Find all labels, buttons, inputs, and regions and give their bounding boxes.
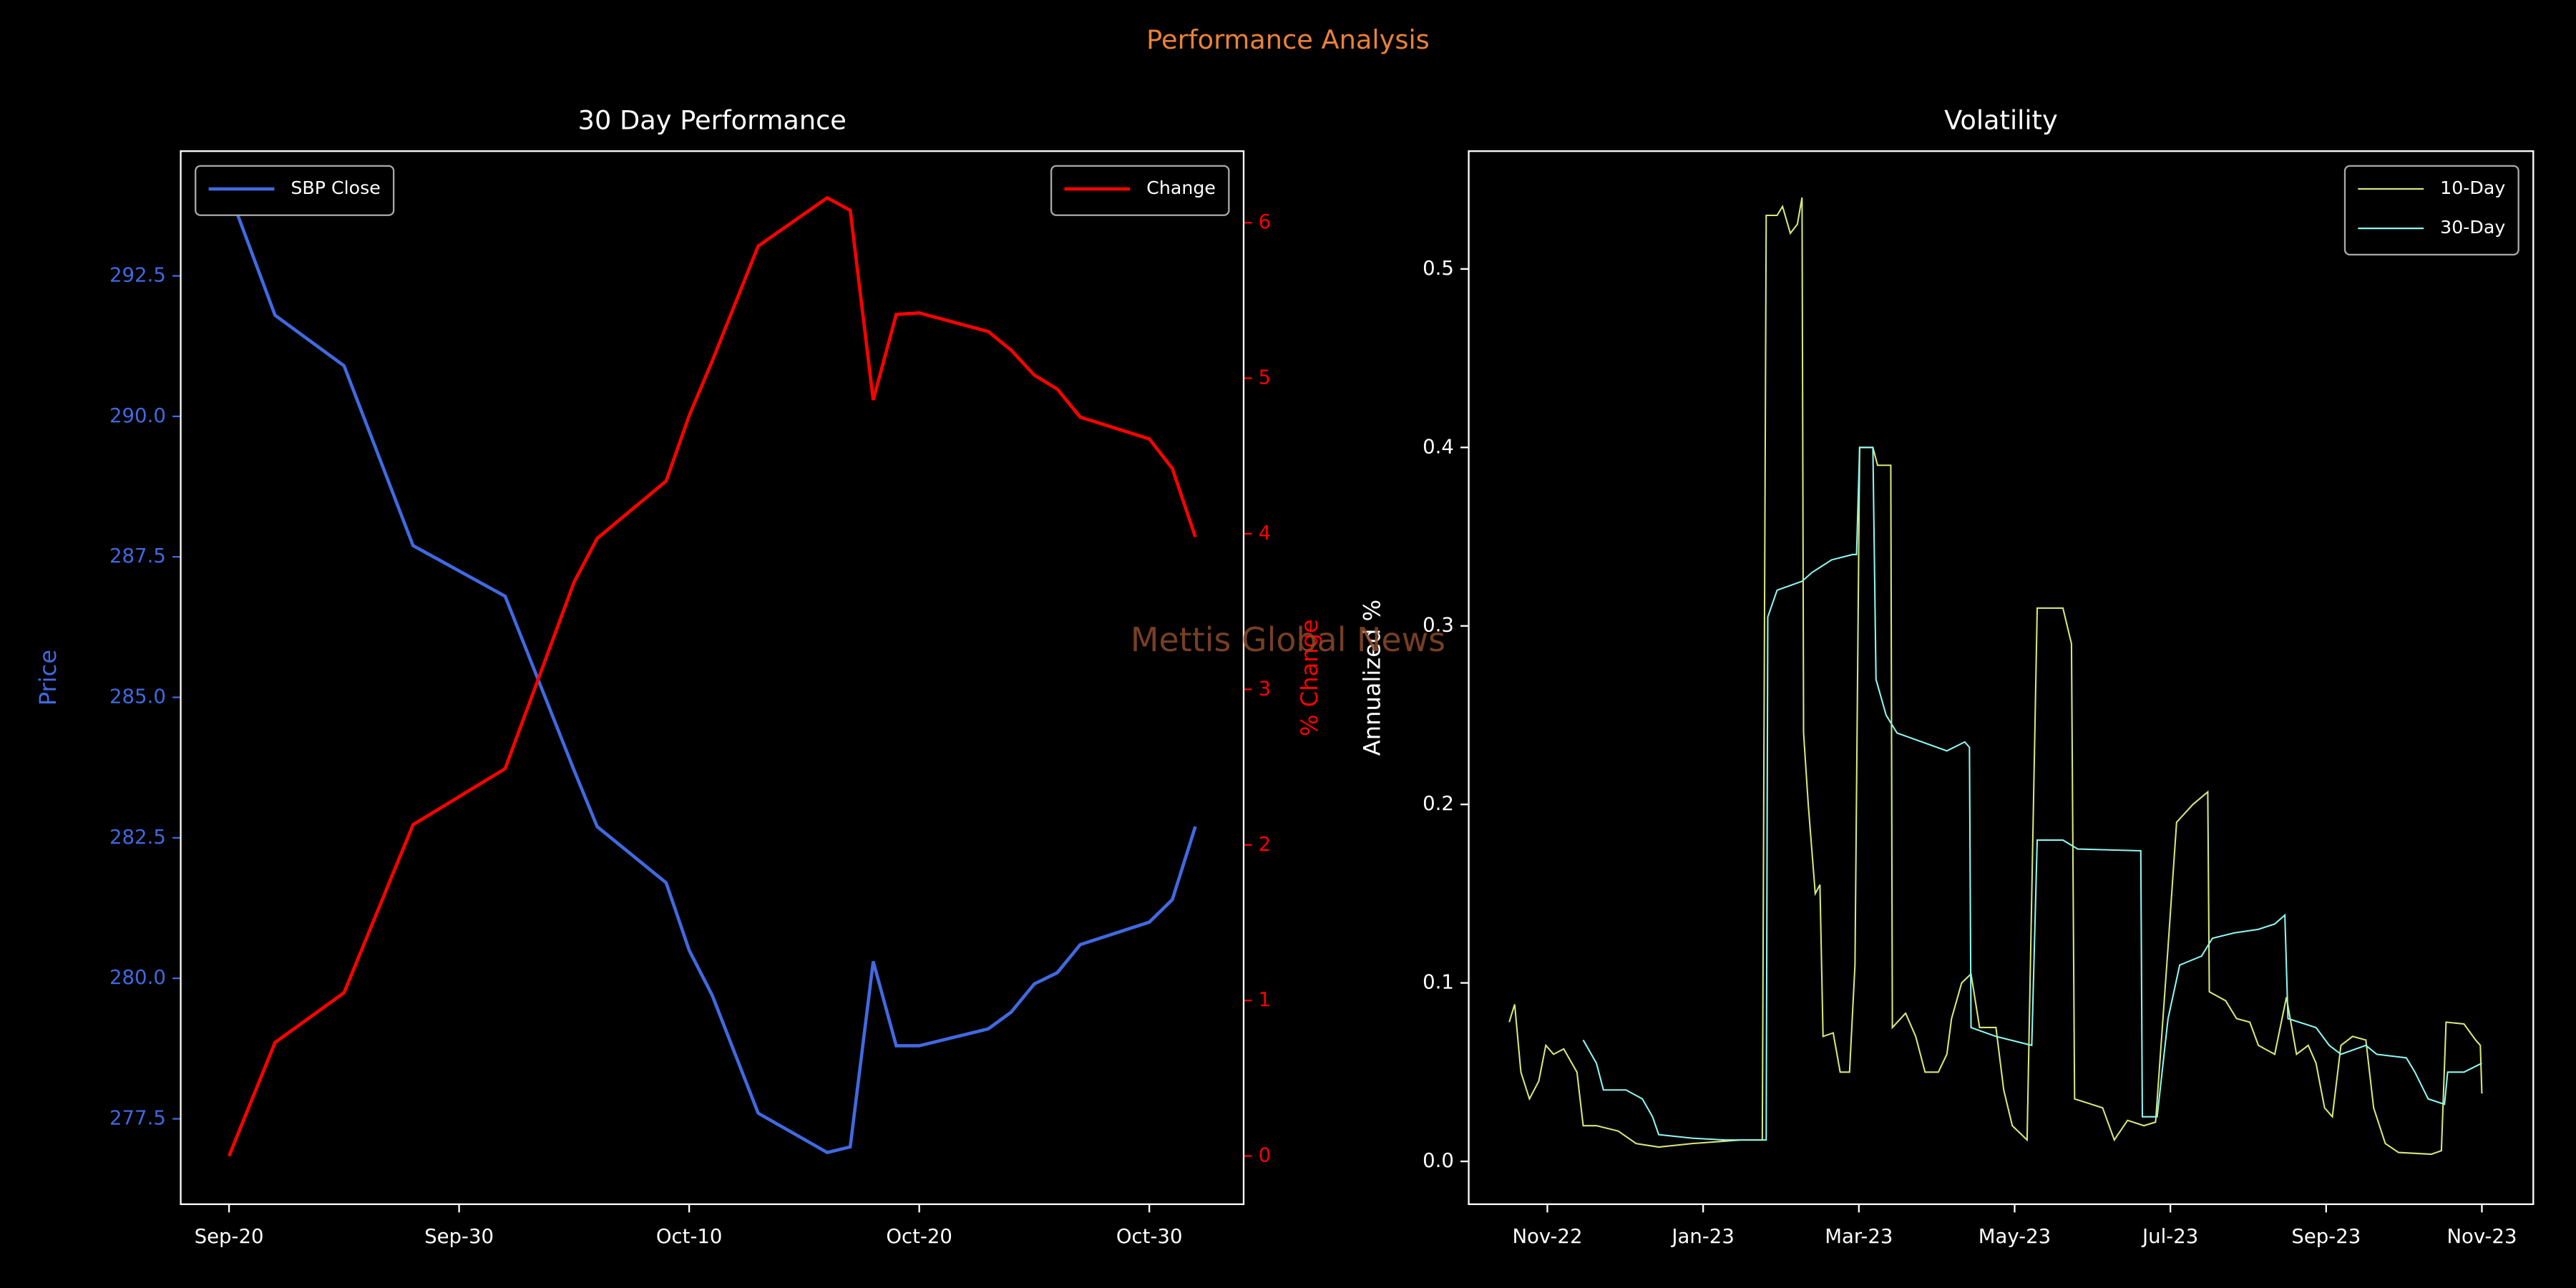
x-tick-label: Nov-23 (2446, 1225, 2517, 1248)
y-tick-label: 285.0 (109, 686, 166, 708)
y-tick-label: 292.5 (109, 264, 166, 287)
y-tick-label: 0.5 (1423, 257, 1454, 280)
legend-box (1050, 165, 1230, 216)
axes-frame (180, 150, 1245, 1206)
legend-label: SBP Close (291, 177, 380, 198)
legend-label: 10-Day (2440, 177, 2505, 198)
x-tick-label: Jan-23 (1670, 1225, 1734, 1248)
subplot-title: 30 Day Performance (578, 104, 847, 135)
series-line (227, 195, 1197, 1157)
x-tick-label: Oct-10 (656, 1225, 723, 1248)
y2-tick-label: 3 (1259, 677, 1272, 700)
y2-tick-label: 4 (1259, 522, 1272, 545)
watermark: Mettis Global News (1131, 620, 1445, 659)
y-tick-label: 277.5 (109, 1107, 166, 1130)
y-tick-label: 290.0 (109, 404, 166, 427)
y-tick-label: 280.0 (109, 966, 166, 989)
x-tick-label: May-23 (1979, 1225, 2051, 1248)
y2-tick-label: 0 (1259, 1144, 1272, 1167)
x-tick-label: Jul-23 (2141, 1225, 2198, 1248)
y-tick-label: 287.5 (109, 545, 166, 567)
x-tick-label: Mar-23 (1825, 1225, 1893, 1248)
y-tick-label: 0.2 (1423, 792, 1454, 815)
axes-frame (1468, 150, 2534, 1206)
y-axis-label: Price (34, 650, 62, 706)
x-tick-label: Sep-20 (195, 1225, 264, 1248)
figure-title: Performance Analysis (1146, 24, 1430, 55)
y2-tick-label: 1 (1259, 988, 1272, 1011)
y-tick-label: 0.4 (1423, 435, 1454, 458)
subplot-title: Volatility (1944, 104, 2058, 135)
x-tick-label: Oct-30 (1116, 1225, 1183, 1248)
series-line (227, 190, 1197, 1155)
legend: Change (1050, 165, 1230, 216)
y-tick-label: 0.0 (1423, 1149, 1454, 1172)
y2-tick-label: 2 (1259, 833, 1272, 856)
legend-label: Change (1146, 177, 1216, 198)
x-tick-label: Sep-23 (2291, 1225, 2361, 1248)
y2-axis-label: % Change (1296, 619, 1323, 736)
x-tick-label: Sep-30 (424, 1225, 494, 1248)
legend-label: 30-Day (2440, 217, 2505, 238)
legend-box (195, 165, 395, 216)
y2-tick-label: 5 (1259, 366, 1272, 389)
y-tick-label: 282.5 (109, 826, 166, 849)
series-line (1582, 447, 2482, 1141)
y-tick-label: 0.1 (1423, 971, 1454, 994)
x-tick-label: Oct-20 (886, 1225, 952, 1248)
y-tick-label: 0.3 (1423, 614, 1454, 637)
legend: SBP Close (195, 165, 395, 216)
x-tick-label: Nov-22 (1512, 1225, 1582, 1248)
y2-tick-label: 6 (1259, 210, 1272, 233)
y-axis-label: Annualized % (1358, 600, 1385, 756)
legend: 10-Day 30-Day (2343, 165, 2519, 256)
series-line (1508, 197, 2483, 1156)
